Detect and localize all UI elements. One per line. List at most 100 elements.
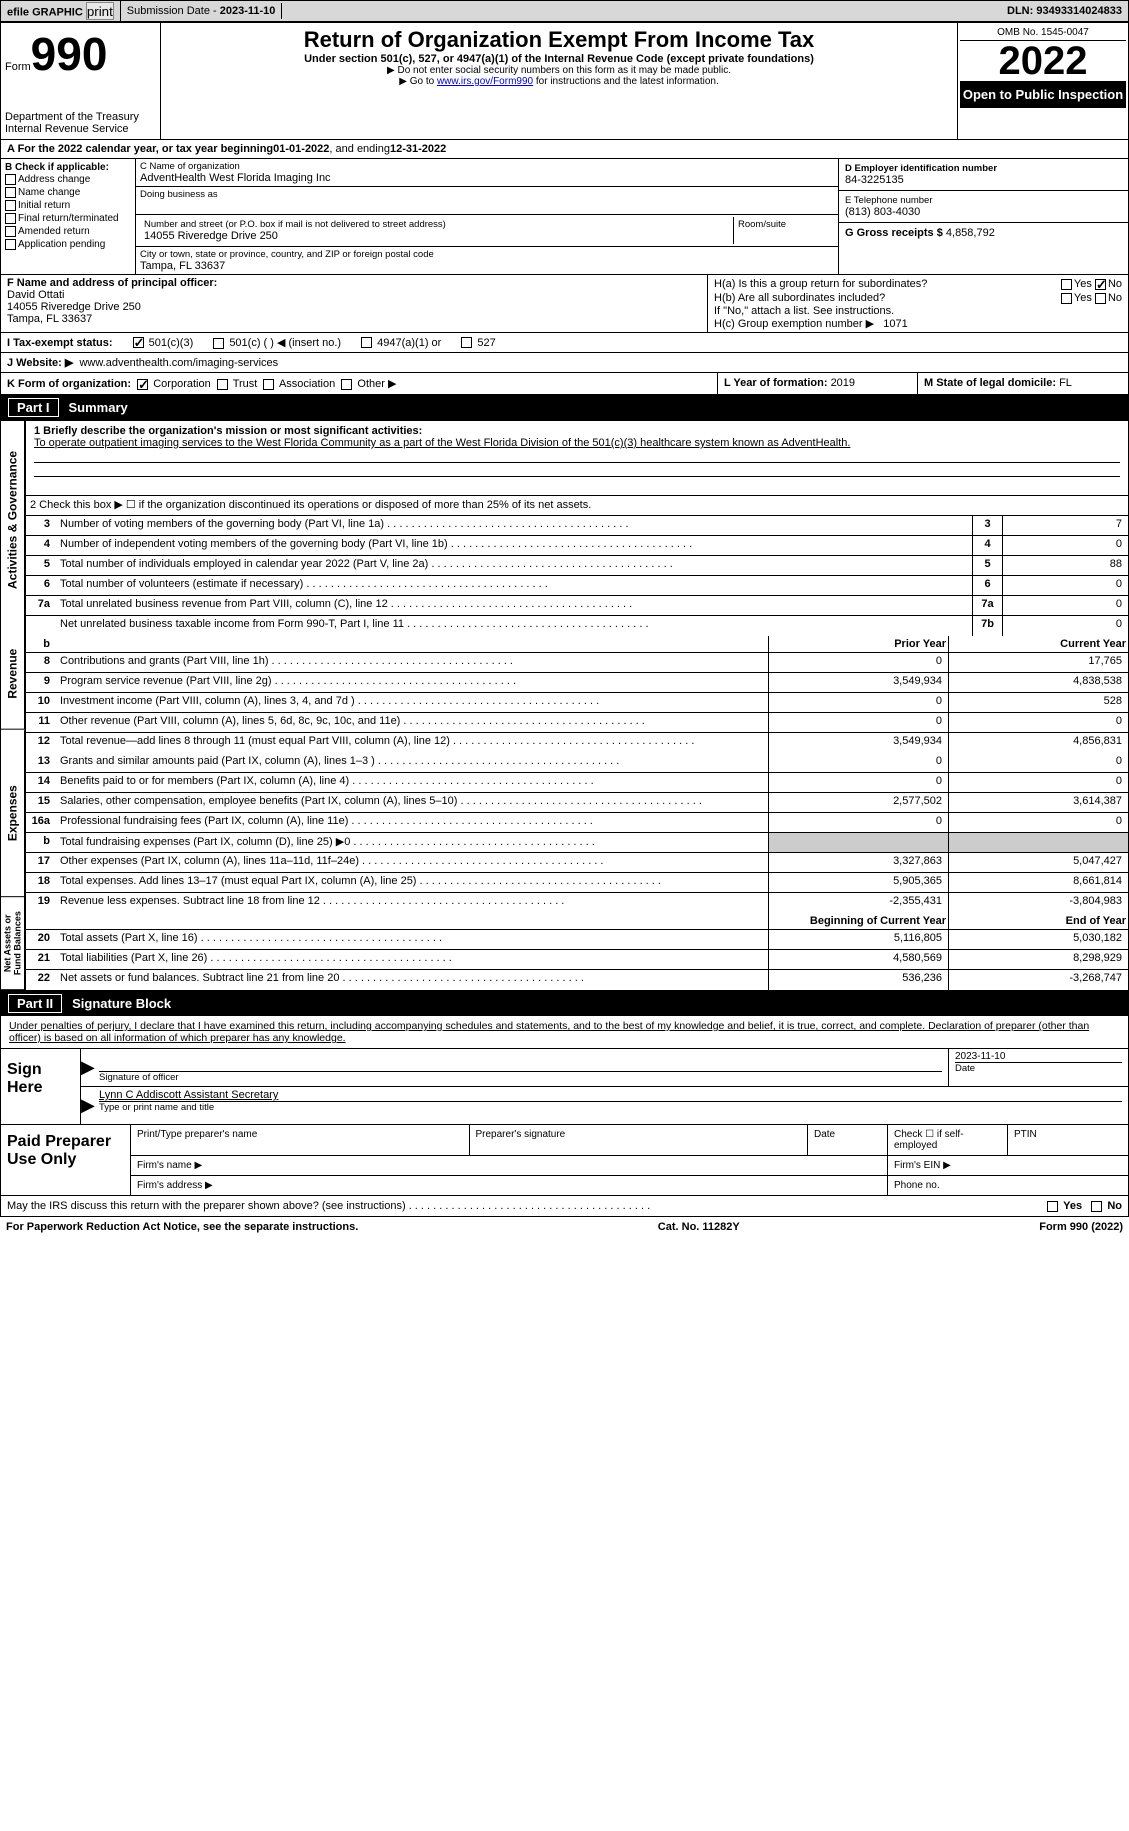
dba-label: Doing business as [140,189,834,200]
officer-name-title: Lynn C Addiscott Assistant Secretary [99,1089,1122,1101]
cb-initial-return[interactable]: Initial return [5,199,131,212]
ein-value: 84-3225135 [845,174,1122,186]
paperwork-notice: For Paperwork Reduction Act Notice, see … [6,1221,358,1233]
paid-preparer: Paid Preparer Use Only Print/Type prepar… [0,1125,1129,1196]
cb-501c-other[interactable] [213,338,224,349]
gross-receipts: G Gross receipts $ 4,858,792 [839,223,1128,243]
irs-label: Internal Revenue Service [5,123,156,135]
ptin-label: PTIN [1008,1125,1128,1155]
header-prior-current: b Prior Year Current Year [26,636,1128,653]
summary-line-b: bTotal fundraising expenses (Part IX, co… [26,833,1128,853]
org-name: AdventHealth West Florida Imaging Inc [140,172,834,184]
note-2: ▶ Go to www.irs.gov/Form990 for instruct… [165,76,953,87]
summary-line-20: 20Total assets (Part X, line 16)5,116,80… [26,930,1128,950]
website-url: www.adventhealth.com/imaging-services [79,357,278,369]
cb-name-change[interactable]: Name change [5,186,131,199]
form-subtitle: Under section 501(c), 527, or 4947(a)(1)… [165,53,953,65]
prep-date-label: Date [808,1125,888,1155]
org-name-label: C Name of organization [140,161,834,172]
tax-year: 2022 [960,41,1126,81]
summary-line-5: 5Total number of individuals employed in… [26,556,1128,576]
summary-line-14: 14Benefits paid to or for members (Part … [26,773,1128,793]
section-bcd: B Check if applicable: Address change Na… [0,159,1129,275]
type-name-label: Type or print name and title [99,1101,1122,1113]
sign-here-label: Sign Here [1,1049,81,1124]
city-state-zip: Tampa, FL 33637 [140,260,834,272]
preparer-label: Paid Preparer Use Only [1,1125,131,1195]
cb-4947[interactable] [361,337,372,348]
cb-trust[interactable] [217,379,228,390]
summary-line-16a: 16aProfessional fundraising fees (Part I… [26,813,1128,833]
dept-label: Department of the Treasury [5,111,156,123]
hb-note: If "No," attach a list. See instructions… [714,305,1122,317]
column-c: C Name of organization AdventHealth West… [136,159,838,274]
print-button[interactable]: print [86,2,114,20]
ha-yes[interactable] [1061,279,1072,290]
prep-check-label: Check ☐ if self-employed [888,1125,1008,1155]
summary-line-18: 18Total expenses. Add lines 13–17 (must … [26,873,1128,893]
bottom-line: For Paperwork Reduction Act Notice, see … [0,1217,1129,1237]
vert-revenue: Revenue [1,618,25,730]
mission-text: To operate outpatient imaging services t… [34,437,1120,449]
tel-value: (813) 803-4030 [845,206,1122,218]
discuss-yes[interactable] [1047,1201,1058,1212]
officer-addr2: Tampa, FL 33637 [7,313,701,325]
cb-501c3[interactable] [133,337,144,348]
open-inspection: Open to Public Inspection [960,81,1126,108]
summary-line-22: 22Net assets or fund balances. Subtract … [26,970,1128,990]
cb-assoc[interactable] [263,379,274,390]
ha-no[interactable] [1095,279,1106,290]
cb-corp[interactable] [137,379,148,390]
title-box: Return of Organization Exempt From Incom… [161,23,958,139]
summary-line-19: 19Revenue less expenses. Subtract line 1… [26,893,1128,913]
summary-line-13: 13Grants and similar amounts paid (Part … [26,753,1128,773]
column-b: B Check if applicable: Address change Na… [1,159,136,274]
cb-app-pending[interactable]: Application pending [5,238,131,251]
part2-header: Part II Signature Block [0,991,1129,1016]
vert-netassets: Net Assets or Fund Balances [1,897,25,990]
state-domicile: FL [1059,377,1072,389]
summary-line-4: 4Number of independent voting members of… [26,536,1128,556]
hb-yes[interactable] [1061,293,1072,304]
vert-expenses: Expenses [1,730,25,897]
cb-other[interactable] [341,379,352,390]
summary-line-7a: 7aTotal unrelated business revenue from … [26,596,1128,616]
part1-header: Part I Summary [0,395,1129,420]
summary-line-7b: Net unrelated business taxable income fr… [26,616,1128,636]
vert-governance: Activities & Governance [1,421,25,618]
year-box: OMB No. 1545-0047 2022 Open to Public In… [958,23,1128,139]
cb-amended[interactable]: Amended return [5,225,131,238]
form-ref: Form 990 (2022) [1039,1221,1123,1233]
form-header: Form990 Department of the Treasury Inter… [0,22,1129,140]
box-h: H(a) Is this a group return for subordin… [708,275,1128,332]
ha-label: H(a) Is this a group return for subordin… [714,278,927,290]
row-fh: F Name and address of principal officer:… [0,275,1129,333]
cb-address-change[interactable]: Address change [5,173,131,186]
summary-line-15: 15Salaries, other compensation, employee… [26,793,1128,813]
col-b-header: B Check if applicable: [5,162,109,173]
year-formation: 2019 [831,377,855,389]
sig-declaration: Under penalties of perjury, I declare th… [1,1016,1128,1049]
form-990-box: Form990 Department of the Treasury Inter… [1,23,161,139]
cb-527[interactable] [461,337,472,348]
signature-block: Under penalties of perjury, I declare th… [0,1016,1129,1125]
cat-no: Cat. No. 11282Y [658,1221,740,1233]
arrow-icon: ▶ [81,1087,93,1124]
tel-label: E Telephone number [845,195,1122,206]
summary-line-21: 21Total liabilities (Part X, line 26)4,5… [26,950,1128,970]
hb-no[interactable] [1095,293,1106,304]
form-title: Return of Organization Exempt From Incom… [165,27,953,53]
cb-final-return[interactable]: Final return/terminated [5,212,131,225]
form-number: 990 [31,28,108,80]
phone-label: Phone no. [888,1176,1128,1195]
officer-addr1: 14055 Riveredge Drive 250 [7,301,701,313]
date-label: Date [955,1062,1122,1074]
summary-content: 1 Briefly describe the organization's mi… [26,421,1128,990]
discuss-no[interactable] [1091,1201,1102,1212]
arrow-icon: ▶ [81,1049,93,1086]
street-address: 14055 Riveredge Drive 250 [144,230,729,242]
sig-officer-label: Signature of officer [99,1071,942,1083]
irs-link[interactable]: www.irs.gov/Form990 [437,76,533,87]
summary-line-10: 10Investment income (Part VIII, column (… [26,693,1128,713]
firm-name-label: Firm's name ▶ [131,1156,888,1175]
